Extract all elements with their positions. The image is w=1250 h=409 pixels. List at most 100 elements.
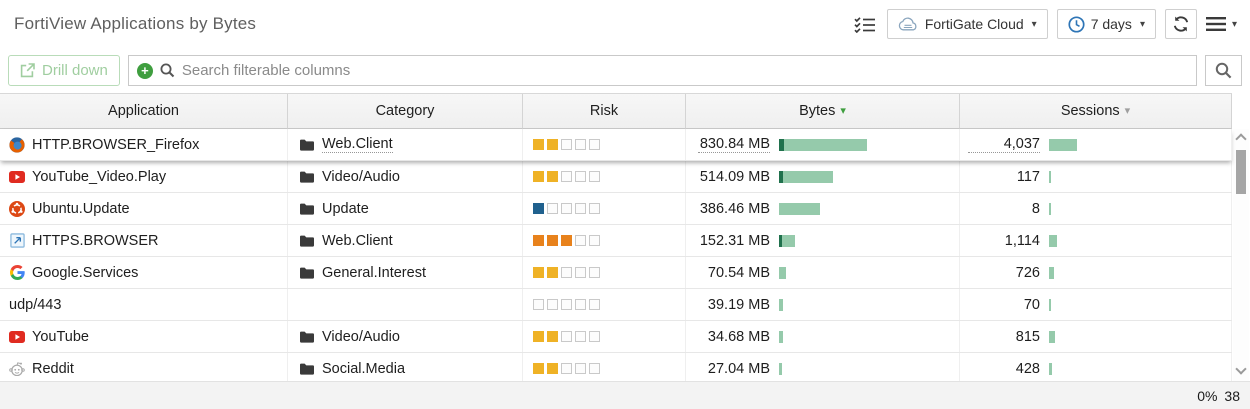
column-header-category[interactable]: Category xyxy=(288,94,523,129)
risk-square xyxy=(589,363,600,374)
folder-icon xyxy=(299,361,315,377)
application-name: HTTP.BROWSER_Firefox xyxy=(32,136,200,153)
category-name[interactable]: Video/Audio xyxy=(322,328,400,345)
bytes-bar xyxy=(779,266,786,279)
google-icon xyxy=(9,265,25,281)
bytes-value[interactable]: 27.04 MB xyxy=(707,360,770,377)
sessions-bar xyxy=(1049,266,1054,279)
category-name[interactable]: Social.Media xyxy=(322,360,406,377)
top-controls: FortiGate Cloud ▾ 7 days ▾ xyxy=(852,9,1237,39)
column-header-risk[interactable]: Risk xyxy=(523,94,686,129)
time-range-button[interactable]: 7 days ▾ xyxy=(1056,9,1156,39)
table-row[interactable]: Ubuntu.Update Update 386.46 MB 8 xyxy=(0,193,1232,225)
risk-square xyxy=(561,139,572,150)
page-title: FortiView Applications by Bytes xyxy=(14,14,257,33)
bytes-value[interactable]: 514.09 MB xyxy=(699,168,770,185)
risk-square xyxy=(575,171,586,182)
risk-square xyxy=(561,331,572,342)
drill-down-button[interactable]: Drill down xyxy=(8,55,120,86)
cloud-icon xyxy=(898,17,919,31)
category-name[interactable]: Video/Audio xyxy=(322,168,400,185)
bytes-value[interactable]: 830.84 MB xyxy=(698,136,770,153)
sessions-bar xyxy=(1049,298,1051,311)
folder-icon xyxy=(299,169,315,185)
drill-down-label: Drill down xyxy=(42,62,108,79)
search-icon xyxy=(160,63,175,78)
table-row[interactable]: udp/443 39.19 MB 70 xyxy=(0,289,1232,321)
bytes-value[interactable]: 152.31 MB xyxy=(699,232,770,249)
bytes-bar xyxy=(779,362,782,375)
sort-desc-icon: ▾ xyxy=(840,104,846,117)
bytes-bar xyxy=(779,298,783,311)
bytes-value[interactable]: 70.54 MB xyxy=(707,264,770,281)
scroll-down-icon[interactable] xyxy=(1235,363,1247,375)
category-name[interactable]: Web.Client xyxy=(322,136,393,153)
refresh-button[interactable] xyxy=(1164,9,1197,39)
folder-icon xyxy=(299,265,315,281)
add-filter-icon[interactable]: + xyxy=(136,62,153,79)
risk-square xyxy=(561,267,572,278)
risk-square xyxy=(561,363,572,374)
column-header-bytes[interactable]: Bytes ▾ xyxy=(686,94,960,129)
risk-square xyxy=(547,171,558,182)
folder-icon xyxy=(299,201,315,217)
applications-table: Application Category Risk Bytes ▾ Session… xyxy=(0,93,1232,385)
risk-square xyxy=(575,331,586,342)
category-name[interactable]: General.Interest xyxy=(322,264,426,281)
category-name[interactable]: Update xyxy=(322,200,369,217)
scroll-up-icon[interactable] xyxy=(1235,133,1247,145)
sessions-bar xyxy=(1049,138,1077,151)
table-row[interactable]: HTTPS.BROWSER Web.Client 152.31 MB 1,114 xyxy=(0,225,1232,257)
top-bar: FortiView Applications by Bytes xyxy=(0,0,1250,48)
sessions-bar xyxy=(1049,330,1055,343)
scrollbar-thumb[interactable] xyxy=(1236,150,1246,194)
column-header-sessions[interactable]: Sessions ▾ xyxy=(960,94,1232,129)
firefox-icon xyxy=(9,136,25,153)
vertical-scrollbar[interactable] xyxy=(1233,129,1249,381)
column-header-application[interactable]: Application xyxy=(0,94,288,129)
sessions-value[interactable]: 726 xyxy=(1015,264,1040,281)
table-row[interactable]: HTTP.BROWSER_Firefox Web.Client 830.84 M… xyxy=(0,129,1232,161)
sessions-value[interactable]: 4,037 xyxy=(968,136,1040,153)
folder-icon xyxy=(299,329,315,345)
search-submit-button[interactable] xyxy=(1205,55,1242,86)
sort-desc-icon: ▾ xyxy=(1124,104,1131,117)
table-row[interactable]: YouTube Video/Audio 34.68 MB 815 xyxy=(0,321,1232,353)
bytes-value[interactable]: 34.68 MB xyxy=(707,328,770,345)
risk-meter xyxy=(523,321,686,352)
sessions-value[interactable]: 1,114 xyxy=(1004,232,1040,249)
risk-square xyxy=(589,299,600,310)
table-row[interactable]: Google.Services General.Interest 70.54 M… xyxy=(0,257,1232,289)
item-count: 38 xyxy=(1224,387,1240,404)
bytes-value[interactable]: 39.19 MB xyxy=(707,296,770,313)
sessions-value[interactable]: 428 xyxy=(1015,360,1040,377)
risk-square xyxy=(547,235,558,246)
sessions-value[interactable]: 117 xyxy=(1016,168,1040,185)
risk-square xyxy=(533,299,544,310)
risk-square xyxy=(589,171,600,182)
risk-square xyxy=(575,203,586,214)
risk-square xyxy=(561,299,572,310)
more-menu-button[interactable]: ▾ xyxy=(1205,17,1237,31)
risk-square xyxy=(533,139,544,150)
sessions-value[interactable]: 8 xyxy=(1031,200,1040,217)
risk-square xyxy=(589,139,600,150)
filter-toolbar: Drill down + xyxy=(0,48,1250,93)
table-row[interactable]: YouTube_Video.Play Video/Audio 514.09 MB… xyxy=(0,161,1232,193)
device-selector-button[interactable]: FortiGate Cloud ▾ xyxy=(886,9,1048,39)
bytes-bar xyxy=(779,330,783,343)
reddit-icon xyxy=(9,361,25,377)
sessions-value[interactable]: 70 xyxy=(1023,296,1040,313)
external-link-icon xyxy=(20,63,35,78)
risk-square xyxy=(575,139,586,150)
sessions-value[interactable]: 815 xyxy=(1015,328,1040,345)
table-row[interactable]: Reddit Social.Media 27.04 MB 428 xyxy=(0,353,1232,385)
category-name[interactable]: Web.Client xyxy=(322,232,393,249)
search-input[interactable] xyxy=(181,62,1188,79)
risk-square xyxy=(533,203,544,214)
bytes-value[interactable]: 386.46 MB xyxy=(699,200,770,217)
checklist-toggle-button[interactable] xyxy=(852,14,878,35)
application-name: udp/443 xyxy=(9,296,62,313)
progress-percent: 0% xyxy=(1197,387,1218,404)
application-name: Ubuntu.Update xyxy=(32,200,130,217)
